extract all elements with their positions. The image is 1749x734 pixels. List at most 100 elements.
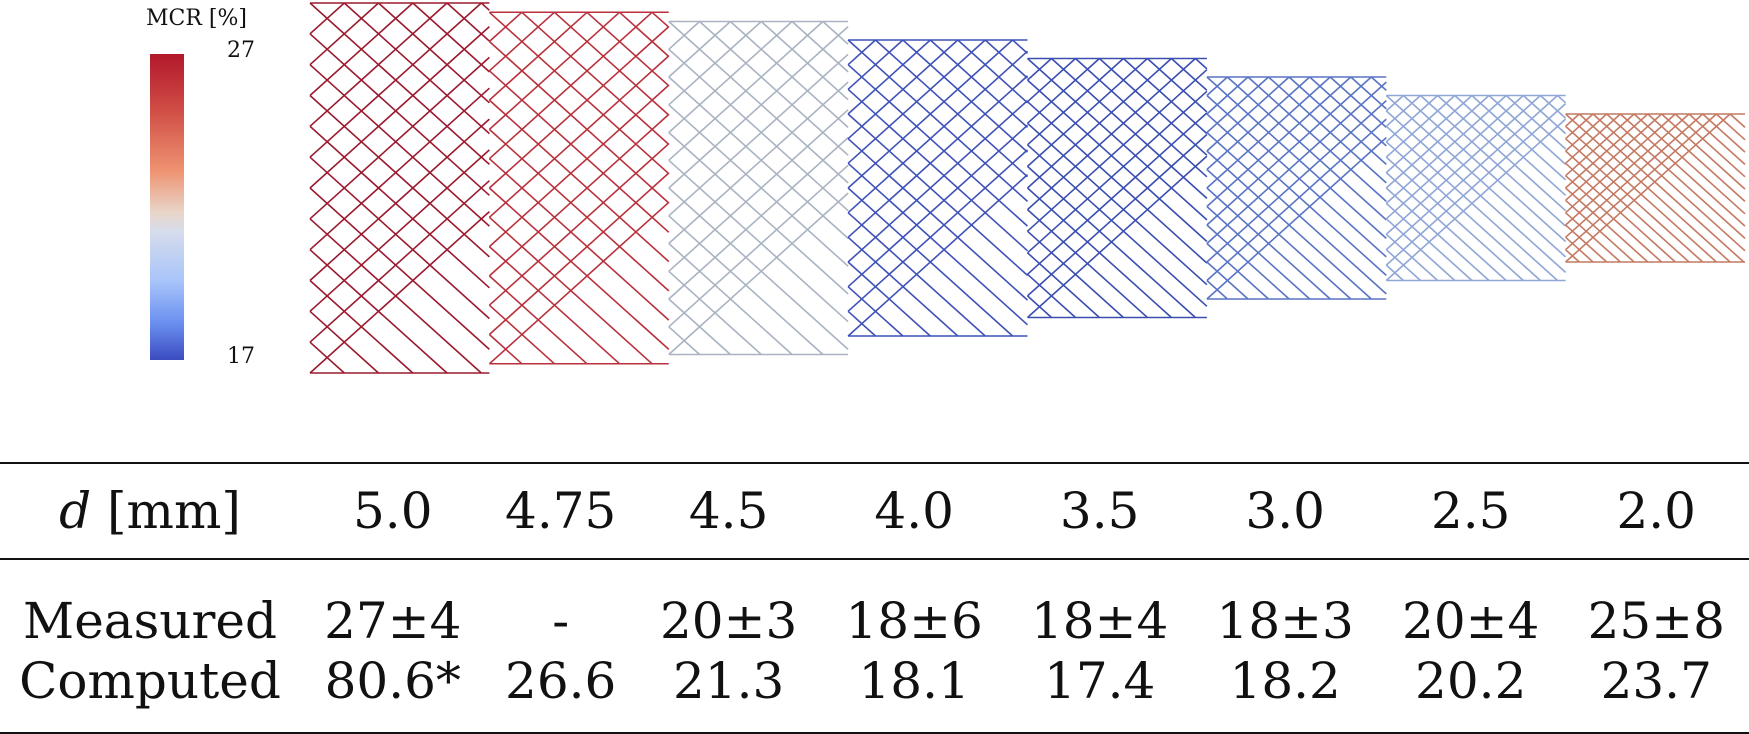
stent-strut	[488, 84, 670, 248]
stent-strut	[1565, 113, 1676, 214]
stent-strut	[1170, 57, 1208, 91]
stent-strut	[847, 39, 931, 115]
measured-cell: 25±8	[1587, 592, 1725, 650]
stent-strut	[1592, 113, 1746, 252]
stent-strut	[1385, 110, 1567, 273]
stent-strut	[1565, 113, 1594, 140]
stent-strut	[668, 76, 849, 239]
stent-strut	[847, 50, 1029, 214]
stent-strut	[1539, 94, 1567, 119]
stent-strut	[343, 2, 490, 135]
diameter-cell: 4.5	[635, 462, 822, 560]
stent-strut	[1206, 113, 1387, 276]
stent-strut	[1026, 112, 1208, 275]
stent-strut	[699, 20, 849, 156]
stent-segment	[1206, 76, 1387, 300]
stent-strut	[1146, 57, 1208, 113]
stent-strut	[1206, 76, 1331, 189]
stent-strut	[1329, 76, 1387, 128]
stent-strut	[760, 20, 849, 101]
stent-strut	[1505, 94, 1567, 150]
stent-strut	[1402, 94, 1567, 243]
stent-strut	[822, 20, 849, 45]
stent-segment	[1026, 57, 1208, 319]
stent-strut	[1074, 57, 1208, 178]
stent-strut	[1385, 94, 1524, 220]
stent-strut	[586, 11, 670, 87]
stent-strut	[1206, 76, 1372, 226]
stent-strut	[847, 88, 1029, 252]
measured-cell: 18±6	[845, 592, 983, 650]
stent-strut	[488, 55, 670, 218]
stent-strut	[1556, 94, 1567, 104]
measured-cell: 27±4	[324, 592, 462, 650]
measured-cell: 20±3	[659, 592, 798, 650]
stent-strut	[1206, 76, 1249, 115]
stent-strut	[668, 164, 849, 328]
stent-strut	[1715, 113, 1746, 141]
measured-row-label: Measured	[23, 592, 277, 650]
computed-cell: 26.6	[485, 648, 636, 734]
stent-strut	[309, 149, 490, 312]
stent-strut	[847, 149, 1029, 312]
stent-strut	[488, 11, 556, 72]
stent-strut	[1565, 113, 1580, 127]
stent-strut	[1565, 113, 1717, 251]
stent-strut	[668, 187, 849, 350]
stent-strut	[1206, 100, 1387, 263]
stent-strut	[847, 64, 1029, 227]
stent-strut	[1385, 94, 1422, 127]
computed-cell: 18.1	[821, 648, 1007, 734]
stent-strut	[1419, 94, 1567, 227]
stent-strut	[1454, 94, 1567, 196]
stent-strut	[1026, 57, 1077, 103]
stent-strut	[1309, 76, 1387, 147]
stent-strut	[668, 20, 731, 78]
stent-strut	[1026, 57, 1100, 124]
stent-strut	[1206, 76, 1311, 171]
stent-strut	[1688, 113, 1746, 165]
stent-strut	[309, 2, 482, 158]
stent-strut	[1050, 57, 1208, 199]
stent-strut	[488, 113, 670, 277]
stent-segment	[668, 20, 849, 356]
stent-strut	[1606, 113, 1746, 239]
stent-strut	[1026, 57, 1172, 189]
stent-strut	[1098, 57, 1208, 156]
stent-strut	[668, 81, 849, 245]
stent-strut	[668, 104, 849, 267]
stent-segment	[488, 11, 670, 365]
stent-strut	[1370, 76, 1387, 91]
stent-strut	[488, 99, 670, 263]
stent-strut	[1122, 57, 1208, 135]
stent-strut	[984, 39, 1029, 79]
stent-strut	[651, 11, 670, 28]
stent-strut	[1247, 76, 1387, 202]
stent-strut	[309, 125, 490, 289]
stent-strut	[1565, 113, 1635, 177]
colorbar-title: MCR [%]	[146, 6, 247, 31]
stent-strut	[1288, 76, 1387, 165]
stent-segment	[1565, 113, 1746, 263]
stent-strut	[309, 56, 490, 220]
colorbar-min-label: 17	[227, 344, 255, 369]
stent-strut	[668, 20, 701, 50]
stent-strut	[309, 187, 490, 350]
stent-strut	[668, 20, 849, 184]
stent-strut	[847, 39, 904, 90]
stent-strut	[619, 11, 670, 58]
stent-strut	[1578, 113, 1745, 263]
stent-strut	[1267, 76, 1387, 184]
stent-strut	[309, 2, 448, 127]
stent-strut	[1012, 39, 1029, 54]
stent-strut	[668, 109, 849, 272]
stent-strut	[847, 162, 1029, 326]
computed-cell: 18.2	[1192, 648, 1378, 734]
stent-strut	[1385, 94, 1567, 258]
stent-strut	[1206, 76, 1352, 208]
stent-strut	[847, 39, 1014, 189]
measured-cell: 18±3	[1216, 592, 1354, 650]
stent-strut	[847, 174, 1029, 337]
stent-strut	[309, 2, 345, 35]
diameter-cell: 3.5	[1006, 462, 1193, 560]
